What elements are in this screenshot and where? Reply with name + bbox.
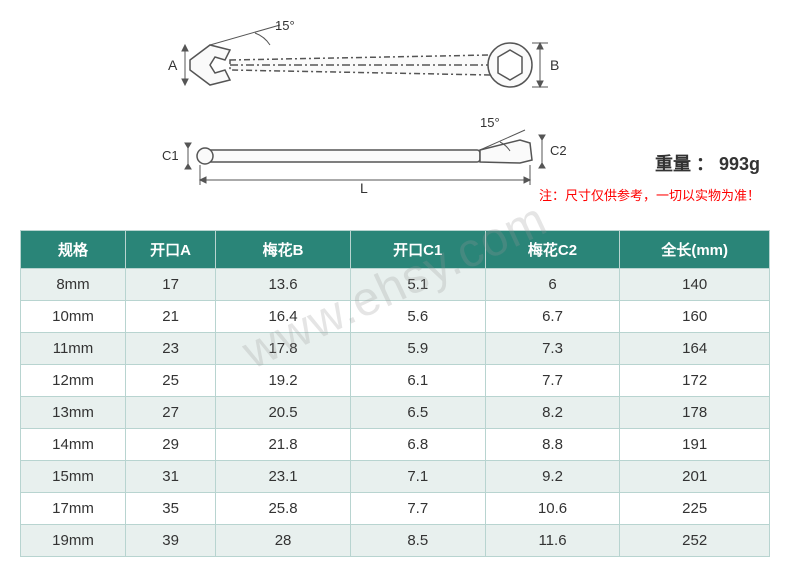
table-cell: 14mm [21, 429, 125, 460]
table-cell: 31 [126, 461, 215, 492]
table-cell: 19mm [21, 525, 125, 556]
table-row: 15mm3123.17.19.2201 [21, 461, 769, 492]
table-header-cell: 开口A [126, 231, 215, 268]
table-cell: 10mm [21, 301, 125, 332]
table-cell: 178 [620, 397, 769, 428]
table-cell: 21.8 [216, 429, 350, 460]
table-cell: 191 [620, 429, 769, 460]
table-cell: 7.7 [351, 493, 485, 524]
table-cell: 25 [126, 365, 215, 396]
table-cell: 13mm [21, 397, 125, 428]
table-row: 13mm2720.56.58.2178 [21, 397, 769, 428]
label-L: L [360, 180, 368, 195]
table-cell: 7.7 [486, 365, 620, 396]
table-row: 8mm1713.65.16140 [21, 269, 769, 300]
table-header-row: 规格开口A梅花B开口C1梅花C2全长(mm) [21, 231, 769, 268]
table-cell: 6 [486, 269, 620, 300]
note-text: 注：尺寸仅供参考，一切以实物为准！ [539, 185, 760, 204]
table-header-cell: 全长(mm) [620, 231, 769, 268]
table-cell: 6.8 [351, 429, 485, 460]
table-cell: 25.8 [216, 493, 350, 524]
diagram-area: 15° A B [20, 10, 770, 210]
table-cell: 6.5 [351, 397, 485, 428]
table-cell: 10.6 [486, 493, 620, 524]
table-cell: 17.8 [216, 333, 350, 364]
label-B: B [550, 57, 559, 73]
table-cell: 13.6 [216, 269, 350, 300]
table-cell: 11mm [21, 333, 125, 364]
table-cell: 5.9 [351, 333, 485, 364]
table-row: 10mm2116.45.66.7160 [21, 301, 769, 332]
table-cell: 16.4 [216, 301, 350, 332]
label-A: A [168, 57, 178, 73]
table-header-cell: 梅花C2 [486, 231, 620, 268]
table-cell: 160 [620, 301, 769, 332]
table-cell: 172 [620, 365, 769, 396]
table-cell: 27 [126, 397, 215, 428]
table-row: 19mm39288.511.6252 [21, 525, 769, 556]
table-cell: 8.5 [351, 525, 485, 556]
table-cell: 39 [126, 525, 215, 556]
table-cell: 21 [126, 301, 215, 332]
table-cell: 201 [620, 461, 769, 492]
table-cell: 140 [620, 269, 769, 300]
table-cell: 23.1 [216, 461, 350, 492]
table-cell: 252 [620, 525, 769, 556]
table-cell: 7.1 [351, 461, 485, 492]
table-cell: 6.1 [351, 365, 485, 396]
table-cell: 12mm [21, 365, 125, 396]
angle-side-label: 15° [480, 115, 500, 130]
weight-label: 重量 ： 993g [655, 150, 760, 176]
table-row: 11mm2317.85.97.3164 [21, 333, 769, 364]
table-cell: 28 [216, 525, 350, 556]
table-row: 14mm2921.86.88.8191 [21, 429, 769, 460]
table-cell: 17 [126, 269, 215, 300]
table-cell: 17mm [21, 493, 125, 524]
table-header-cell: 规格 [21, 231, 125, 268]
table-header-cell: 梅花B [216, 231, 350, 268]
table-cell: 225 [620, 493, 769, 524]
table-cell: 23 [126, 333, 215, 364]
page-container: 15° A B [0, 0, 790, 567]
table-cell: 7.3 [486, 333, 620, 364]
table-cell: 6.7 [486, 301, 620, 332]
table-cell: 35 [126, 493, 215, 524]
table-cell: 9.2 [486, 461, 620, 492]
table-body: 8mm1713.65.1614010mm2116.45.66.716011mm2… [21, 269, 769, 556]
table-cell: 29 [126, 429, 215, 460]
table-cell: 8.8 [486, 429, 620, 460]
table-cell: 11.6 [486, 525, 620, 556]
label-C2: C2 [550, 143, 567, 158]
table-cell: 20.5 [216, 397, 350, 428]
table-cell: 8.2 [486, 397, 620, 428]
table-row: 17mm3525.87.710.6225 [21, 493, 769, 524]
table-header-cell: 开口C1 [351, 231, 485, 268]
wrench-diagram: 15° A B [160, 15, 580, 195]
table-cell: 15mm [21, 461, 125, 492]
table-row: 12mm2519.26.17.7172 [21, 365, 769, 396]
angle-top-label: 15° [275, 18, 295, 33]
table-cell: 5.1 [351, 269, 485, 300]
table-cell: 19.2 [216, 365, 350, 396]
label-C1: C1 [162, 148, 179, 163]
table-cell: 8mm [21, 269, 125, 300]
spec-table: 规格开口A梅花B开口C1梅花C2全长(mm) 8mm1713.65.161401… [20, 230, 770, 557]
table-cell: 164 [620, 333, 769, 364]
table-cell: 5.6 [351, 301, 485, 332]
